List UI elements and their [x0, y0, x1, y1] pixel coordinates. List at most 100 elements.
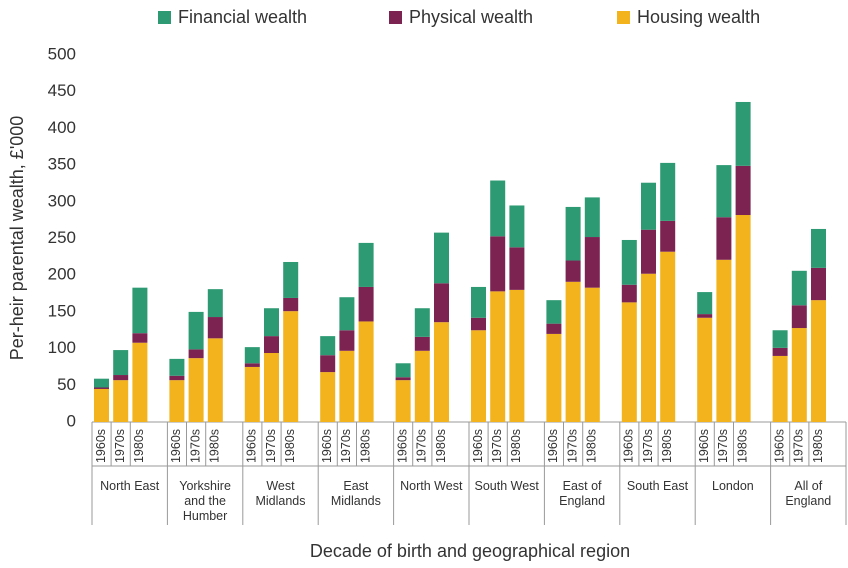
bar-segment	[716, 165, 732, 218]
bar-segment	[169, 380, 185, 422]
x-tick-label: 1980s	[434, 429, 448, 463]
y-tick-label: 300	[48, 191, 76, 210]
y-tick-label: 200	[48, 265, 76, 284]
bar-segment	[791, 328, 807, 422]
group-label: East of England	[559, 479, 606, 508]
bar-segment	[546, 333, 562, 422]
bar-segment	[697, 292, 713, 315]
bar-segment	[509, 205, 525, 248]
y-tick-label: 450	[48, 81, 76, 100]
group-label: London	[712, 479, 754, 493]
bar-segment	[320, 372, 336, 422]
bar-segment	[735, 215, 751, 422]
bar-segment	[565, 260, 581, 282]
bar-segment	[641, 182, 656, 230]
bar-segment	[735, 101, 751, 166]
bar-segment	[94, 378, 109, 388]
bar-segment	[395, 377, 411, 381]
bar-segment	[169, 358, 185, 376]
x-axis-label: Decade of birth and geographical region	[310, 541, 630, 561]
bar-segment	[565, 281, 581, 422]
bar-segment	[716, 259, 732, 422]
bar-segment	[660, 162, 676, 221]
x-tick-label: 1980s	[132, 429, 146, 463]
x-tick-label: 1960s	[546, 429, 560, 463]
bar-segment	[772, 347, 788, 356]
bar-segment	[169, 375, 185, 381]
bar-segment	[621, 284, 637, 303]
x-tick-label: 1960s	[94, 429, 108, 463]
bar-segment	[264, 308, 279, 337]
bar-segment	[490, 236, 506, 292]
bar-segment	[621, 239, 637, 285]
bar-segment	[811, 228, 826, 268]
bar-segment	[207, 289, 223, 318]
bar-segment	[772, 330, 788, 348]
bar-segment	[791, 270, 807, 306]
x-tick-label: 1980s	[208, 429, 222, 463]
x-tick-label: 1960s	[471, 429, 485, 463]
group-label: North West	[400, 479, 463, 493]
bar-segment	[132, 333, 148, 343]
x-tick-label: 1960s	[320, 429, 334, 463]
bar-segment	[716, 217, 732, 260]
bar-segment	[584, 237, 600, 288]
bar-segment	[244, 366, 260, 422]
y-tick-label: 0	[67, 411, 76, 430]
bar-segment	[264, 336, 279, 354]
bar-segment	[395, 380, 411, 422]
bar-segment	[546, 300, 562, 324]
bar-segment	[132, 342, 148, 422]
x-tick-label: 1960s	[697, 429, 711, 463]
bar-segment	[132, 287, 148, 334]
bar-segment	[358, 286, 374, 322]
bar-segment	[264, 353, 279, 422]
bar-segment	[697, 314, 713, 318]
x-tick-label: 1960s	[772, 429, 786, 463]
bar-segment	[584, 197, 600, 238]
legend-swatch	[617, 11, 630, 24]
legend-swatch	[389, 11, 402, 24]
bar-segment	[414, 308, 430, 337]
x-tick-label: 1980s	[735, 429, 749, 463]
bar-segment	[113, 380, 129, 422]
bar-segment	[791, 305, 807, 329]
y-tick-label: 100	[48, 338, 76, 357]
bar-segment	[772, 355, 788, 422]
bar-segment	[188, 311, 204, 350]
legend-label: Physical wealth	[409, 7, 533, 27]
group-label: North East	[100, 479, 160, 493]
legend-label: Housing wealth	[637, 7, 760, 27]
bar-segment	[697, 317, 713, 422]
group-label: All of England	[785, 479, 832, 508]
bar-segment	[283, 297, 299, 312]
bar-segment	[283, 311, 299, 422]
group-label: South East	[626, 479, 689, 493]
x-tick-label: 1970s	[415, 429, 429, 463]
bar-segment	[621, 302, 637, 422]
bar-segment	[358, 321, 374, 422]
bar-segment	[339, 297, 355, 331]
x-tick-label: 1970s	[641, 429, 655, 463]
bar-segment	[660, 251, 676, 422]
bar-segment	[94, 387, 109, 389]
y-tick-label: 500	[48, 44, 76, 63]
bar-segment	[339, 350, 355, 422]
bar-segment	[207, 338, 223, 422]
x-tick-label: 1980s	[585, 429, 599, 463]
bar-segment	[641, 273, 656, 422]
bar-segment	[660, 220, 676, 252]
bar-segment	[414, 336, 430, 351]
bar-segment	[811, 267, 826, 301]
x-tick-label: 1980s	[811, 429, 825, 463]
x-tick-label: 1960s	[622, 429, 636, 463]
bar-segment	[471, 317, 486, 331]
legend-label: Financial wealth	[178, 7, 307, 27]
bar-segment	[490, 180, 506, 237]
bar-segment	[113, 375, 129, 381]
y-tick-label: 400	[48, 118, 76, 137]
legend-swatch	[158, 11, 171, 24]
bar-segment	[113, 350, 129, 376]
bar-segment	[509, 247, 525, 290]
